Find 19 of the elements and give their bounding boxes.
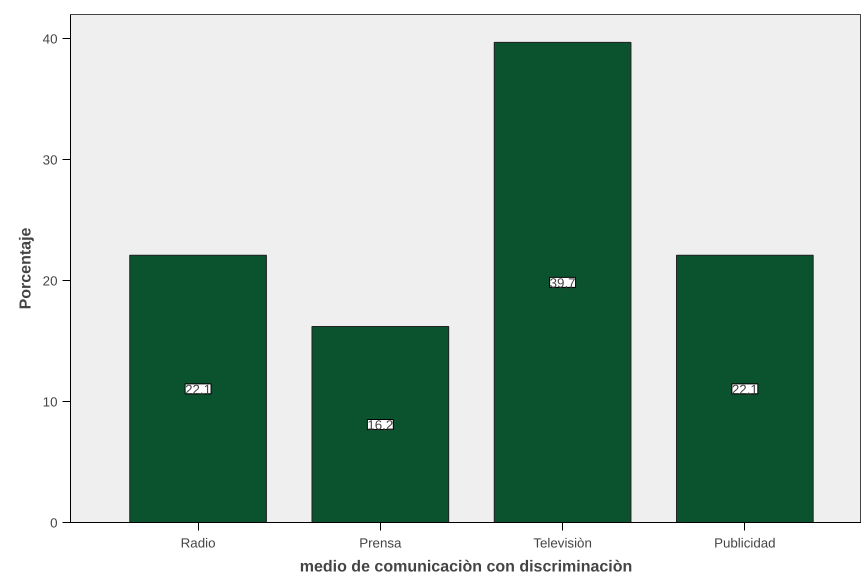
bar bbox=[494, 42, 632, 522]
bar bbox=[129, 254, 267, 522]
x-tick-label: Televisiòn bbox=[533, 536, 592, 550]
y-tick-label: 10 bbox=[42, 394, 58, 410]
bar bbox=[676, 254, 814, 522]
x-tick-label: Radio bbox=[180, 536, 216, 550]
y-tick-label: 20 bbox=[42, 274, 58, 289]
y-tick-label: 30 bbox=[42, 152, 58, 168]
y-axis-title: Porcentaje bbox=[18, 227, 35, 310]
data-label: 22,1 bbox=[185, 382, 212, 397]
data-label: 39,7 bbox=[550, 275, 576, 290]
bar bbox=[311, 326, 450, 522]
y-tick-label: 40 bbox=[42, 32, 58, 47]
x-tick-label: Prensa bbox=[359, 536, 402, 550]
data-label: 22,1 bbox=[732, 382, 758, 397]
x-axis-title: medio de comunicaciòn con discriminaciòn bbox=[300, 558, 632, 576]
x-tick-label: Publicidad bbox=[714, 536, 776, 550]
data-label: 16,2 bbox=[367, 418, 394, 433]
y-tick-label: 0 bbox=[50, 516, 58, 530]
